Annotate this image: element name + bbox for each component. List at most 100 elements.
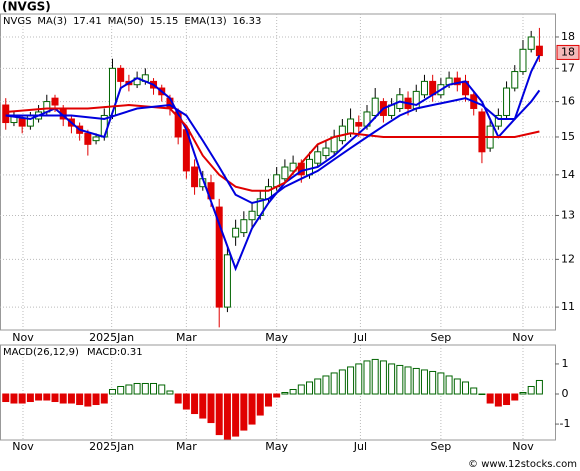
macd-bar: [182, 393, 190, 410]
candle-body: [18, 118, 26, 127]
y-tick-label: -1: [560, 417, 571, 430]
macd-bar: [199, 393, 207, 419]
legend-entry: MA(3): [37, 16, 67, 27]
x-tick-label: May: [265, 331, 288, 344]
macd-bar: [412, 367, 420, 395]
macd-bar: [223, 393, 231, 440]
candle-body: [322, 147, 330, 157]
y-tick-label: 11: [561, 300, 575, 313]
candle-body: [355, 122, 363, 127]
macd-bar: [404, 366, 412, 395]
candle-body: [281, 166, 289, 180]
y-tick-label: 17: [561, 61, 575, 74]
candle-body: [84, 132, 92, 145]
macd-bar: [51, 393, 59, 403]
macd-bar: [486, 393, 494, 404]
candle-body: [248, 210, 256, 221]
candle-body: [519, 48, 527, 73]
macd-bar: [289, 388, 297, 395]
legend-value: 15.15: [150, 16, 179, 27]
candle-body: [535, 45, 543, 57]
x-tick-label: May: [265, 440, 288, 453]
macd-bar: [437, 372, 445, 395]
y-tick-label: 0: [562, 387, 569, 400]
macd-bar: [527, 385, 535, 395]
y-tick-label: 1: [562, 357, 569, 370]
macd-bar: [100, 393, 108, 404]
macd-bar: [215, 393, 223, 436]
macd-bar: [248, 393, 256, 425]
macd-bar: [355, 363, 363, 395]
candle-body: [289, 162, 297, 172]
macd-bar: [462, 381, 470, 395]
footer: © www.12stocks.com: [468, 459, 577, 470]
macd-bar: [158, 384, 166, 395]
legend-entry: EMA(13): [184, 16, 226, 27]
macd-bar: [84, 393, 92, 407]
legend-value: 16.33: [233, 16, 262, 27]
macd-bar: [478, 393, 486, 396]
candle-body: [511, 71, 519, 89]
macd-bar: [207, 393, 215, 424]
candle-body: [503, 87, 511, 116]
macd-bar: [273, 393, 281, 398]
x-tick-label: Mar: [176, 331, 197, 344]
macd-bar: [314, 378, 322, 395]
legend-value: 17.41: [73, 16, 102, 27]
macd-bar: [232, 393, 240, 437]
legend-entry: MA(50): [108, 16, 144, 27]
macd-bar: [420, 369, 428, 395]
ma-line: [5, 89, 541, 205]
x-tick-label: 2025Jan: [89, 440, 134, 453]
x-tick-label: 2025Jan: [89, 331, 134, 344]
x-tick-label: Sep: [431, 331, 452, 344]
macd-bar: [453, 378, 461, 395]
macd-bar: [396, 364, 404, 395]
last-price-label: 18: [561, 45, 575, 58]
candle-body: [223, 254, 231, 308]
macd-value: MACD:0.31: [87, 347, 143, 358]
macd-bar: [10, 393, 18, 404]
candle-body: [338, 125, 346, 142]
macd-bar: [297, 384, 305, 395]
x-tick-label: Sep: [431, 440, 452, 453]
candle-body: [494, 114, 502, 127]
candle-body: [51, 97, 59, 106]
macd-bar: [281, 392, 289, 395]
macd-bar: [511, 393, 519, 401]
macd-title: MACD(26,12,9): [3, 347, 79, 358]
macd-bar: [43, 393, 51, 401]
macd-bar: [371, 358, 379, 395]
macd-bar: [494, 393, 502, 407]
candle-body: [330, 136, 338, 153]
macd-bar: [26, 393, 34, 403]
macd-bar: [363, 360, 371, 395]
x-tick-label: Jul: [353, 440, 367, 453]
y-tick-label: 18: [561, 30, 575, 43]
macd-bar: [256, 393, 264, 416]
macd-bar: [379, 360, 387, 395]
macd-bar: [166, 390, 174, 395]
macd-bar: [92, 393, 100, 406]
macd-bar: [445, 375, 453, 395]
candle-body: [453, 77, 461, 86]
plot-area: [0, 344, 556, 441]
macd-bar: [519, 392, 527, 395]
macd-bar: [133, 382, 141, 395]
x-tick-label: Nov: [12, 331, 34, 344]
candle-body: [215, 206, 223, 308]
macd-bar: [67, 393, 75, 404]
macd-bar: [150, 382, 158, 395]
candle-body: [191, 166, 199, 188]
macd-bar: [125, 384, 133, 395]
macd-bar: [191, 393, 199, 415]
ma-line: [5, 54, 541, 272]
macd-bar: [470, 387, 478, 395]
macd-bar: [141, 382, 149, 395]
legend-symbol: NVGS: [3, 16, 31, 27]
chart-title: (NVGS): [2, 0, 51, 14]
y-tick-label: 12: [561, 252, 575, 265]
price-panel: 11 12 13 14 15 16 17 18 Nov Nov 2025Jan 2025Jan Mar M…: [0, 13, 580, 453]
macd-bar: [35, 393, 43, 401]
plot-area: [0, 13, 556, 331]
